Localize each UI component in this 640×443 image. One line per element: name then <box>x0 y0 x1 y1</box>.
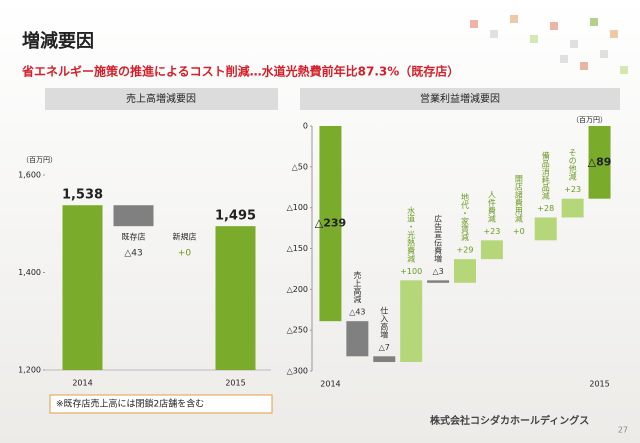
category-label: 開店諸費用減 <box>514 174 523 223</box>
value-label: △43 <box>124 249 142 259</box>
category-label: 人件費減 <box>487 190 496 223</box>
bar <box>113 205 154 227</box>
x-tick-label: 2014 <box>72 379 92 388</box>
value-label: +100 <box>400 267 422 276</box>
category-label: 地代・家賃減 <box>461 192 470 242</box>
y-tick-label: 1,400 <box>18 268 41 277</box>
bar <box>319 126 342 322</box>
y-tick-label: △100 <box>287 203 308 212</box>
y-tick-label: △150 <box>287 244 308 253</box>
y-tick-label: 1,200 <box>18 366 41 375</box>
y-tick-label: △200 <box>287 285 308 294</box>
bar <box>427 280 450 283</box>
y-tick-label: 1,600 <box>18 171 41 180</box>
bar <box>62 205 103 370</box>
slide-title: 増減要因 <box>22 30 94 52</box>
x-tick-label: 2015 <box>225 379 245 388</box>
category-label: その他減 <box>568 149 577 182</box>
value-label: 1,495 <box>215 209 256 224</box>
bar <box>561 198 584 218</box>
slide-subtitle: 省エネルギー施策の推進によるコスト削減…水道光熱費前年比87.3%（既存店） <box>21 64 459 79</box>
axis-unit: （百万円） <box>572 116 607 124</box>
company: 株式会社コシダカホールディングス <box>430 414 589 427</box>
bar <box>373 356 396 363</box>
bar <box>400 280 423 363</box>
bar <box>588 126 611 199</box>
category-label: 既存店 <box>122 232 146 242</box>
y-tick-label: △50 <box>292 162 308 171</box>
bar <box>215 226 256 370</box>
y-tick-label: △300 <box>287 367 308 376</box>
note-box <box>49 394 273 414</box>
y-tick-label: △250 <box>287 326 308 335</box>
value-label: △3 <box>432 267 443 276</box>
bar <box>454 259 476 283</box>
value-label: △89 <box>588 155 612 168</box>
value-label: +23 <box>564 185 581 194</box>
chart-title: 営業利益増減要因 <box>420 92 500 105</box>
category-label: 広告宣伝費増 <box>434 213 443 263</box>
note: ※既存店売上高には閉鎖2店舗を含む <box>56 398 204 410</box>
page-number: 27 <box>618 426 628 435</box>
bar <box>346 321 369 357</box>
bar <box>534 217 557 241</box>
chart-title: 売上高増減要因 <box>126 92 196 105</box>
value-label: +23 <box>483 227 500 236</box>
y-tick-label: 0 <box>303 122 308 131</box>
category-label: 仕入高増 <box>380 305 389 339</box>
value-label: +29 <box>457 246 474 255</box>
value-label: +28 <box>537 204 554 213</box>
axis-unit: （百万円） <box>22 156 57 164</box>
category-label: 売上高減 <box>353 270 362 304</box>
x-tick-label: 2015 <box>589 380 609 389</box>
value-label: +0 <box>178 249 192 259</box>
value-label: △43 <box>349 308 365 317</box>
value-label: +0 <box>513 227 525 236</box>
bar <box>480 240 503 260</box>
category-label: 新規店 <box>173 232 197 242</box>
decoration <box>470 15 628 74</box>
value-label: △7 <box>379 343 390 352</box>
value-label: △239 <box>315 217 346 230</box>
x-tick-label: 2014 <box>320 380 340 389</box>
chart-header-bg <box>300 88 620 110</box>
value-label: 1,538 <box>62 188 103 203</box>
chart-header-bg <box>45 88 278 110</box>
category-label: 水道・光熱費減 <box>407 205 416 263</box>
category-label: 備品消耗品減 <box>541 151 550 201</box>
